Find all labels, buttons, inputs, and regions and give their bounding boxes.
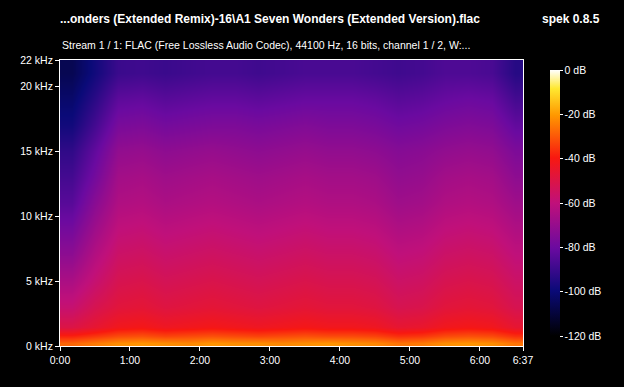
svg-text:3:00: 3:00 [260,354,281,366]
svg-text:...onders (Extended Remix)-16\: ...onders (Extended Remix)-16\A1 Seven W… [60,12,480,26]
svg-text:20 kHz: 20 kHz [20,80,53,92]
svg-text:-120 dB: -120 dB [565,330,602,342]
svg-text:-20 dB: -20 dB [565,108,596,120]
svg-text:6:00: 6:00 [470,354,491,366]
svg-text:5:00: 5:00 [400,354,421,366]
svg-text:22 kHz: 22 kHz [20,54,53,66]
svg-text:Stream 1 / 1: FLAC (Free Lossl: Stream 1 / 1: FLAC (Free Lossless Audio … [62,39,470,51]
svg-text:0:00: 0:00 [50,354,71,366]
svg-text:-60 dB: -60 dB [565,197,596,209]
svg-text:4:00: 4:00 [330,354,351,366]
svg-text:15 kHz: 15 kHz [20,145,53,157]
svg-text:6:37: 6:37 [513,354,534,366]
svg-text:-40 dB: -40 dB [565,152,596,164]
svg-text:10 kHz: 10 kHz [20,210,53,222]
svg-text:-80 dB: -80 dB [565,241,596,253]
svg-text:5 kHz: 5 kHz [26,275,53,287]
svg-text:1:00: 1:00 [120,354,141,366]
svg-text:2:00: 2:00 [190,354,211,366]
svg-text:spek 0.8.5: spek 0.8.5 [542,12,600,26]
svg-text:0 dB: 0 dB [565,64,587,76]
svg-text:-100 dB: -100 dB [565,285,602,297]
svg-text:0 kHz: 0 kHz [26,340,53,352]
